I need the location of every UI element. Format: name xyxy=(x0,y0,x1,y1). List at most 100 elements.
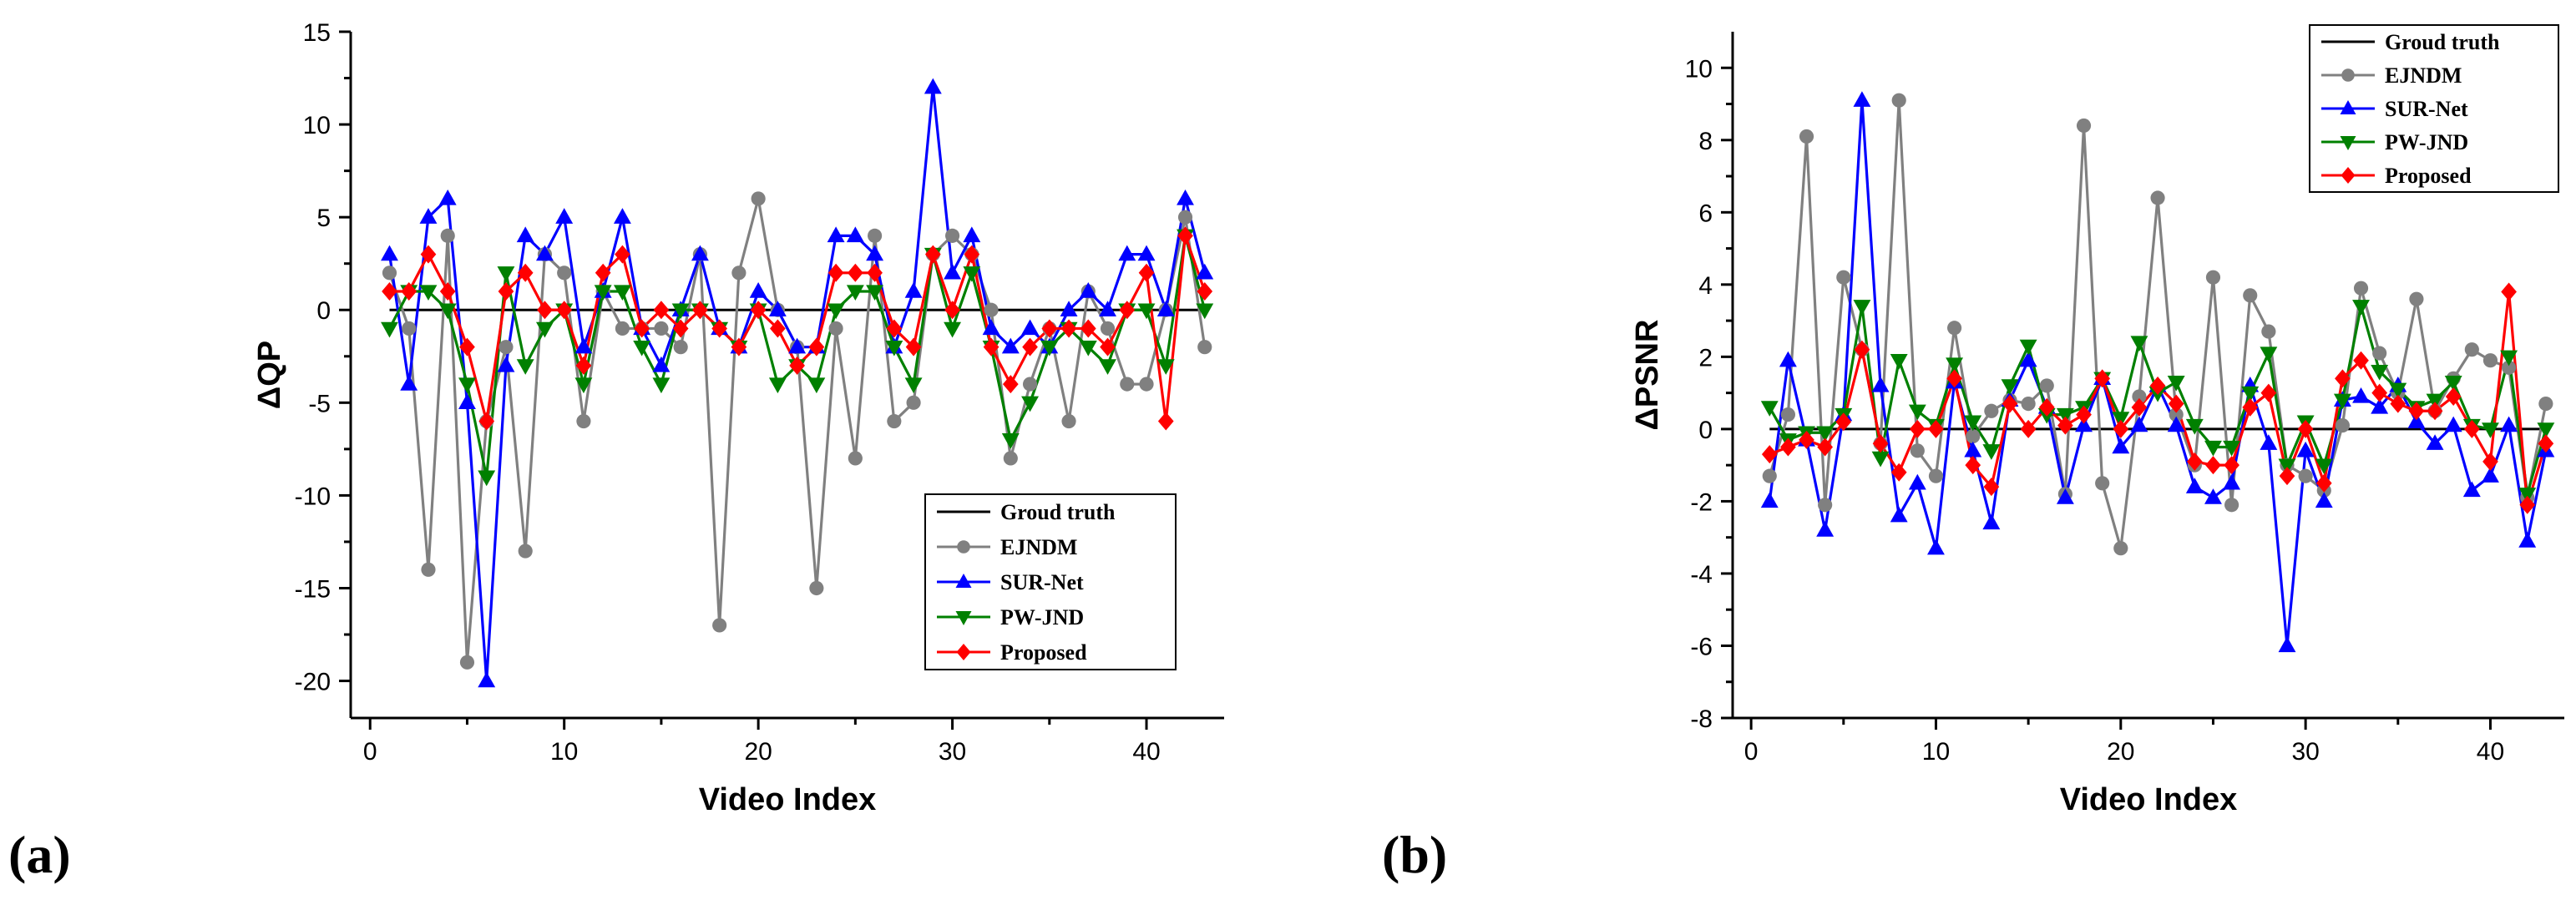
data-point-proposed xyxy=(2482,452,2498,471)
data-point-pw-jnd xyxy=(2056,407,2074,424)
data-point-sur-net xyxy=(1890,506,1908,523)
data-point-pw-jnd xyxy=(768,377,787,394)
data-point-proposed xyxy=(1835,412,1852,432)
data-point-ejndm xyxy=(615,321,630,336)
data-point-pw-jnd xyxy=(2278,458,2296,475)
data-point-ejndm xyxy=(2538,397,2553,412)
data-point-sur-net xyxy=(1079,282,1097,298)
data-point-sur-net xyxy=(2130,416,2148,432)
data-point-pw-jnd xyxy=(2167,375,2185,392)
data-point-proposed xyxy=(2427,402,2443,421)
data-point-proposed xyxy=(382,282,397,301)
panel-label-b: (b) xyxy=(1382,825,1447,884)
data-point-proposed xyxy=(1872,434,1889,453)
data-point-pw-jnd xyxy=(2518,488,2537,503)
y-tick-label: -4 xyxy=(1690,561,1713,589)
y-tick-label: 0 xyxy=(1698,417,1713,444)
data-point-sur-net xyxy=(1196,263,1214,280)
data-point-pw-jnd xyxy=(458,377,476,394)
data-point-sur-net xyxy=(1156,301,1175,316)
data-point-ejndm xyxy=(2169,407,2184,422)
data-point-pw-jnd xyxy=(497,266,515,282)
legend-marker xyxy=(2340,100,2356,114)
data-point-pw-jnd xyxy=(2019,339,2037,356)
y-tick-label: 8 xyxy=(1698,128,1713,155)
data-point-pw-jnd xyxy=(613,285,631,301)
data-point-pw-jnd xyxy=(594,285,612,301)
data-point-sur-net xyxy=(400,375,418,391)
data-point-pw-jnd xyxy=(1964,415,1982,432)
data-point-proposed xyxy=(1119,301,1136,320)
data-point-proposed xyxy=(1060,319,1077,338)
data-point-sur-net xyxy=(1964,441,1982,458)
data-point-pw-jnd xyxy=(1099,359,1116,375)
data-point-ejndm xyxy=(2224,498,2239,513)
data-point-ejndm xyxy=(906,395,921,410)
data-point-proposed xyxy=(556,301,573,320)
data-point-proposed xyxy=(1946,369,1962,388)
x-tick-label: 20 xyxy=(2107,738,2134,766)
data-point-sur-net xyxy=(2500,416,2518,432)
data-point-pw-jnd xyxy=(1001,433,1020,449)
data-point-sur-net xyxy=(535,245,554,261)
data-point-sur-net xyxy=(924,78,942,94)
data-point-ejndm xyxy=(440,228,455,243)
data-point-sur-net xyxy=(1177,189,1194,205)
x-tick-label: 30 xyxy=(2291,738,2319,766)
data-point-ejndm xyxy=(2132,389,2147,404)
legend-marker xyxy=(956,644,971,660)
data-point-proposed xyxy=(2038,397,2055,417)
data-point-sur-net xyxy=(691,245,709,261)
data-point-sur-net xyxy=(2462,481,2481,498)
data-point-proposed xyxy=(808,337,825,356)
data-point-proposed xyxy=(2113,419,2129,438)
data-point-ejndm xyxy=(1891,93,1906,108)
data-point-proposed xyxy=(401,282,418,301)
data-point-sur-net xyxy=(2019,351,2037,367)
data-point-ejndm xyxy=(887,413,902,429)
y-tick-label: -20 xyxy=(295,669,331,696)
data-point-ejndm xyxy=(498,340,514,355)
data-point-sur-net xyxy=(1137,245,1156,261)
data-point-proposed xyxy=(2445,387,2462,406)
data-point-ejndm xyxy=(848,451,863,466)
data-point-ejndm xyxy=(1177,210,1193,225)
data-point-ejndm xyxy=(2113,541,2128,556)
data-point-sur-net xyxy=(1760,492,1779,508)
legend-label: SUR-Net xyxy=(2385,97,2468,121)
data-point-pw-jnd xyxy=(1760,401,1779,417)
data-point-ejndm xyxy=(2205,270,2221,285)
y-tick-label: -5 xyxy=(308,390,331,417)
data-point-sur-net xyxy=(419,208,438,224)
data-point-proposed xyxy=(478,412,495,431)
data-point-pw-jnd xyxy=(1816,426,1835,442)
y-tick-label: 10 xyxy=(303,112,331,139)
legend-label: PW-JND xyxy=(2385,130,2468,154)
data-point-ejndm xyxy=(1818,498,1833,513)
data-point-proposed xyxy=(1197,282,1213,301)
data-point-pw-jnd xyxy=(2444,375,2462,392)
data-point-sur-net xyxy=(944,263,962,280)
data-point-proposed xyxy=(1138,263,1155,282)
data-point-proposed xyxy=(672,319,689,338)
data-point-proposed xyxy=(2390,394,2406,413)
y-tick-label: 15 xyxy=(303,19,331,47)
data-point-proposed xyxy=(924,245,941,264)
plot-a: -20 -15 -10 -5 0 5 10 15 0 10 20 30 40 Video Index ΔQP… xyxy=(252,19,1224,817)
data-point-sur-net xyxy=(963,226,981,243)
data-point-proposed xyxy=(459,337,475,356)
data-point-proposed xyxy=(2538,434,2554,453)
data-point-pw-jnd xyxy=(2223,440,2241,457)
data-point-ejndm xyxy=(1022,377,1038,392)
data-point-sur-net xyxy=(749,282,767,298)
data-point-pw-jnd xyxy=(2260,346,2278,363)
data-point-sur-net xyxy=(1816,521,1835,537)
data-point-pw-jnd xyxy=(1853,300,1871,316)
data-point-ejndm xyxy=(2353,281,2369,296)
data-point-sur-net xyxy=(574,337,593,354)
data-point-ejndm xyxy=(673,340,688,355)
data-point-pw-jnd xyxy=(652,377,671,394)
data-point-ejndm xyxy=(2335,417,2350,433)
data-point-ejndm xyxy=(2039,378,2054,393)
data-point-sur-net xyxy=(2426,434,2444,450)
